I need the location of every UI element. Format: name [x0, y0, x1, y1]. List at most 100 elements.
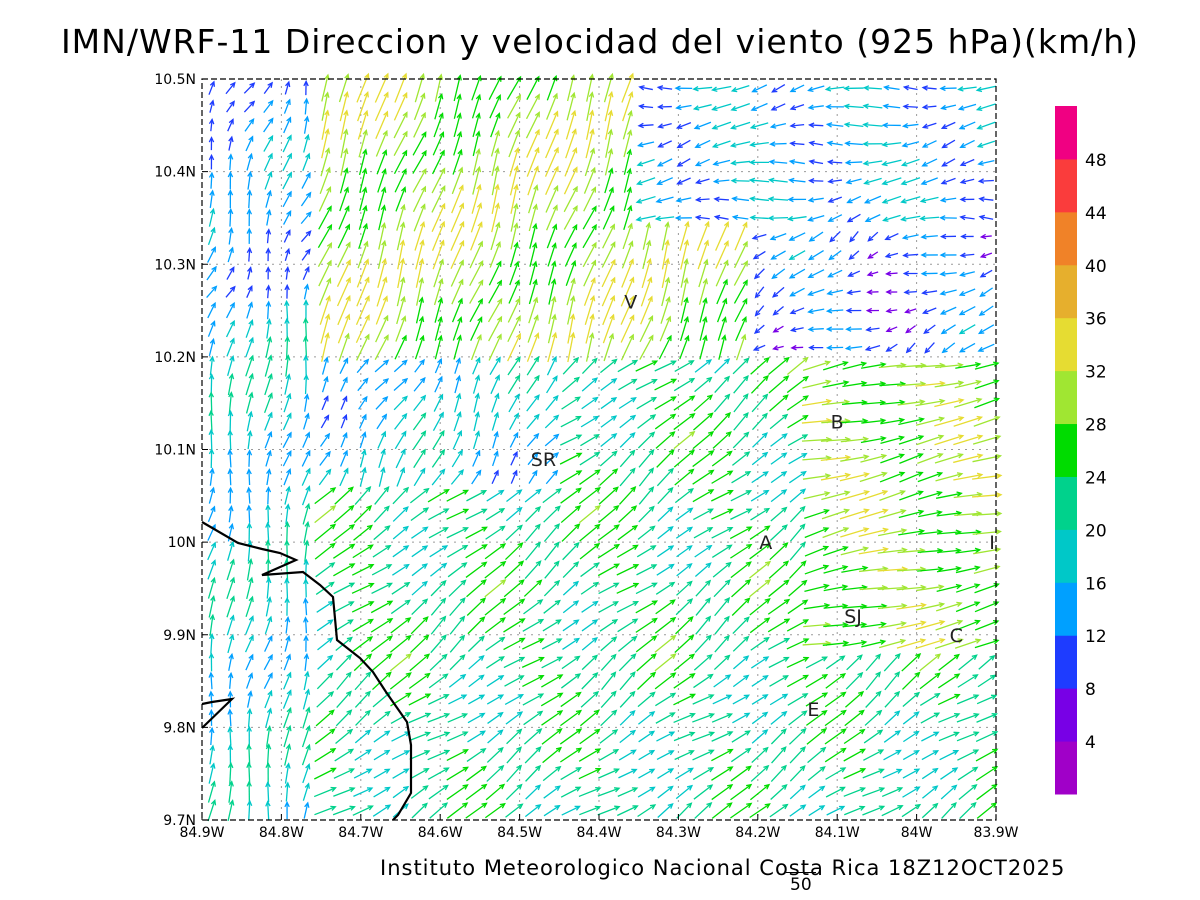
wind-arrow: [731, 451, 751, 466]
wind-arrow: [208, 391, 215, 414]
wind-arrow: [959, 214, 975, 221]
wind-arrow: [264, 430, 273, 449]
wind-arrow: [228, 652, 234, 671]
wind-arrow: [208, 153, 215, 170]
wind-arrow: [656, 563, 675, 576]
wind-arrow: [692, 469, 715, 485]
wind-arrow: [227, 761, 234, 785]
wind-arrow: [955, 601, 981, 613]
wind-arrow: [487, 711, 504, 724]
wind-arrow: [562, 356, 580, 375]
wind-arrow: [729, 141, 751, 148]
wind-arrow: [581, 654, 599, 671]
wind-arrow: [959, 139, 975, 148]
colorbar-segment: [1055, 106, 1077, 160]
wind-arrow: [225, 285, 236, 298]
wind-arrow: [900, 158, 920, 167]
wind-arrow: [283, 653, 292, 671]
wind-arrow: [751, 393, 769, 413]
wind-arrow: [920, 712, 941, 724]
wind-arrow: [303, 616, 309, 634]
wind-arrow: [283, 468, 292, 486]
wind-arrow: [488, 315, 503, 342]
wind-arrow: [939, 85, 957, 92]
y-tick-label: 10.2N: [154, 350, 196, 366]
wind-arrow: [504, 675, 525, 687]
wind-arrow: [885, 270, 898, 277]
wind-arrow: [527, 165, 539, 196]
wind-arrow: [749, 803, 771, 819]
wind-arrow: [866, 271, 879, 277]
wind-arrow: [582, 241, 597, 268]
wind-arrow: [525, 541, 541, 561]
wind-arrow: [581, 377, 599, 392]
wind-arrow: [825, 308, 844, 314]
wind-arrow: [408, 731, 432, 742]
wind-arrow: [713, 579, 731, 598]
wind-arrow: [208, 595, 216, 618]
wind-arrow: [488, 333, 502, 361]
wind-arrow: [899, 453, 924, 464]
wind-arrow: [317, 241, 333, 267]
wind-arrow: [675, 598, 694, 616]
wind-arrow: [547, 242, 557, 267]
wind-arrow: [208, 762, 216, 784]
wind-arrow: [468, 674, 485, 688]
wind-arrow: [543, 505, 561, 523]
wind-arrow: [284, 266, 291, 280]
wind-arrow: [579, 728, 601, 745]
wind-arrow: [730, 178, 750, 184]
wind-arrow: [807, 308, 825, 314]
wind-arrow: [491, 450, 499, 467]
wind-arrow: [228, 226, 234, 245]
wind-arrow: [339, 357, 349, 374]
wind-arrow: [266, 468, 272, 486]
wind-arrow: [843, 121, 864, 128]
wind-arrow: [393, 359, 408, 373]
wind-arrow: [465, 802, 488, 819]
wind-arrow: [264, 411, 273, 431]
wind-arrow: [546, 375, 558, 394]
wind-arrow: [750, 374, 769, 394]
wind-arrow: [339, 449, 348, 467]
wind-arrow: [466, 490, 488, 502]
wind-arrow: [453, 410, 462, 432]
wind-arrow: [340, 395, 348, 410]
wind-arrow: [735, 333, 747, 361]
wind-arrow: [543, 785, 561, 799]
wind-arrow: [526, 432, 540, 447]
wind-arrow: [730, 765, 752, 782]
wind-arrow: [715, 240, 729, 269]
wind-arrow: [247, 170, 253, 190]
wind-arrow: [903, 289, 918, 295]
wind-arrow: [453, 74, 462, 102]
wind-arrow: [453, 334, 463, 360]
wind-arrow: [319, 450, 331, 466]
wind-arrow: [621, 240, 634, 269]
wind-arrow: [564, 146, 578, 177]
wind-arrow: [916, 584, 945, 592]
wind-arrow: [939, 215, 957, 221]
wind-arrow: [750, 764, 770, 782]
wind-arrow: [393, 377, 409, 391]
wind-arrow: [637, 804, 657, 818]
wind-arrow: [453, 93, 462, 119]
wind-arrow: [803, 491, 831, 500]
wind-arrow: [878, 528, 908, 537]
wind-arrow: [334, 619, 354, 632]
wind-arrow: [446, 527, 469, 539]
wind-arrow: [303, 520, 310, 544]
colorbar-segment: [1055, 264, 1077, 319]
wind-arrow: [673, 731, 696, 742]
wind-arrow: [730, 561, 752, 579]
wind-arrow: [824, 747, 847, 763]
wind-arrow: [901, 671, 921, 690]
wind-arrow: [246, 576, 254, 600]
wind-arrow: [434, 296, 444, 323]
wind-arrow: [225, 319, 235, 338]
wind-arrow: [638, 749, 656, 761]
wind-arrow: [975, 731, 999, 743]
wind-arrow: [680, 257, 689, 288]
wind-arrow: [697, 239, 710, 270]
wind-arrow: [565, 109, 577, 140]
